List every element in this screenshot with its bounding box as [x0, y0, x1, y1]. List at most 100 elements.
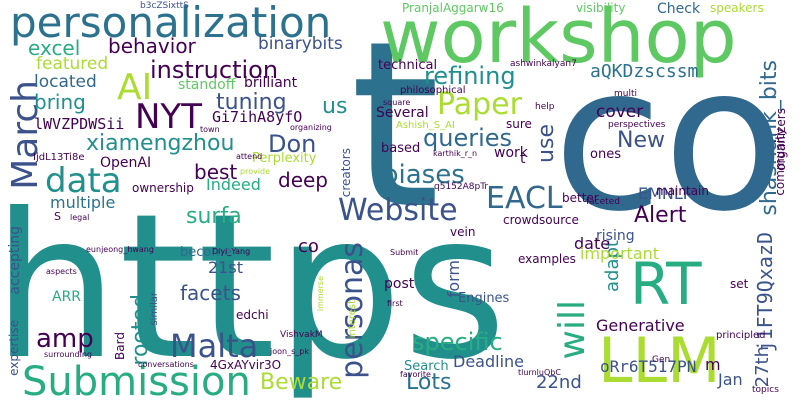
word-aqkdzscssm: aQKDzscssm: [590, 61, 699, 82]
word-deep: deep: [278, 168, 328, 192]
word-pranjalaggarw16: PranjalAggarw16: [402, 1, 504, 15]
word-malta: Malta: [170, 327, 259, 365]
word-date: date: [574, 234, 611, 253]
word-submission: Submission: [22, 359, 251, 400]
word-perplexity: Perplexity: [252, 151, 317, 166]
word-ijdl13ti8e: IjdL13Ti8e: [33, 152, 85, 163]
word-behavior: behavior: [108, 34, 196, 58]
word-data: data: [45, 161, 122, 201]
word-perspectives: perspectives: [608, 120, 666, 130]
word-vein: vein: [450, 225, 476, 239]
word-website: Website: [338, 193, 458, 228]
word-diyi-yang: Diyi_Yang: [212, 247, 251, 256]
word-deadline: Deadline: [453, 352, 524, 371]
word-alert: Alert: [634, 203, 687, 228]
word-generative: Generative: [596, 316, 685, 335]
word-jan: Jan: [718, 370, 743, 389]
word-vishvakm: VishvakM: [280, 330, 323, 340]
word-legal: legal: [70, 213, 90, 222]
word-t-small: t: [520, 151, 526, 167]
word-work: work: [494, 145, 528, 161]
word-square: square: [383, 98, 411, 107]
word-several: Several: [376, 105, 429, 121]
word-don: Don: [268, 130, 317, 158]
word-workshop: workshop: [380, 0, 737, 80]
word-s: S: [54, 210, 61, 223]
word-karthik-r-n: karthik_r_n: [433, 149, 478, 158]
word-best: best: [194, 160, 238, 184]
word-favorite: favorite: [400, 370, 431, 379]
word-multi: multi: [614, 89, 638, 99]
word-llm: LLM: [598, 324, 721, 397]
word-featured: featured: [36, 54, 109, 74]
word-refining: refining: [424, 62, 516, 90]
word-principled: principled: [716, 330, 766, 341]
word-facets: facets: [180, 281, 241, 305]
word-tlurnluqbc: tlurnluQbC: [518, 368, 561, 377]
word-ashish-s-ai: Ashish_S_AI: [396, 120, 455, 131]
word-binarybits: binarybits: [258, 34, 343, 54]
word-m: m: [705, 355, 721, 374]
word-eacl: EACL: [486, 181, 563, 216]
word-joon-s-pk: joon_s_pk: [270, 347, 309, 356]
word-engines: Engines: [458, 291, 510, 306]
word-rt: RT: [630, 250, 702, 318]
word-personalization: personalization: [10, 0, 332, 47]
word-similar: similar: [149, 292, 160, 326]
word-orr6t517pn: oRr6T517PN: [600, 357, 697, 376]
word-22nd: 22nd: [536, 372, 582, 393]
word-help: help: [535, 102, 555, 112]
word-https: https: [0, 171, 507, 400]
word-expertise: expertise: [7, 320, 21, 376]
word-ones: ones: [590, 147, 621, 162]
word-better: better: [562, 191, 599, 205]
word-tuning: tuning: [216, 90, 287, 115]
word-bard: Bard: [113, 332, 127, 360]
word-maintain: maintain: [656, 184, 709, 198]
word-important: important: [580, 244, 660, 263]
word-t: t: [350, 0, 441, 260]
word-eunjeong-hwang: eunjeong_hwang: [86, 245, 154, 254]
word-gen: Gen: [652, 355, 671, 365]
word-check: Check: [657, 1, 701, 17]
word-surfa: surfa: [186, 204, 242, 229]
word-ownership: ownership: [132, 181, 194, 195]
word-xiamengzhou: xiamengzhou: [86, 131, 235, 156]
word-ashwinkalyan7: ashwinkalyan7: [510, 59, 577, 69]
word-instruction: instruction: [150, 56, 279, 84]
word-philosophical: philosophical: [400, 85, 466, 96]
word-faceted: faceted: [586, 197, 620, 207]
word-amp: amp: [36, 324, 94, 354]
word-town: town: [200, 125, 220, 134]
word-accepting: accepting: [7, 226, 23, 295]
word-provide: provide: [240, 167, 271, 176]
word-will: will: [552, 300, 593, 360]
word-immerse: immerse: [316, 276, 325, 312]
word-queries: queries: [423, 124, 513, 152]
word-located: located: [34, 72, 97, 92]
word-cover: cover: [596, 102, 644, 122]
word-lwvzpdwsii: lWVZPDWSii: [34, 115, 125, 133]
word-21st: 21st: [208, 258, 243, 277]
word-standoff: standoff: [178, 77, 236, 93]
word-edchi: edchi: [236, 308, 269, 322]
word-lots: Lots: [406, 370, 452, 395]
word-sure: sure: [506, 117, 532, 131]
word-conversations: conversations: [138, 360, 194, 369]
word-rising: rising: [596, 228, 635, 244]
word-set: set: [730, 277, 749, 291]
word-use: use: [534, 124, 559, 163]
word-indeed: Indeed: [206, 175, 261, 194]
word-openai: OpenAI: [100, 155, 152, 171]
word-aspects: aspects: [46, 267, 77, 276]
word-bring: bring: [34, 90, 86, 114]
word-based: based: [381, 141, 421, 156]
word-surrounding: surrounding: [44, 350, 92, 359]
word-brilliant: brilliant: [244, 75, 298, 91]
word-gi7iha8yfo: Gi7ihA8yfO: [212, 108, 303, 126]
word-creators: creators: [339, 148, 353, 198]
word-organizers: organizers: [774, 108, 788, 171]
word-search: Search: [404, 359, 449, 374]
word-ai: AI: [117, 67, 153, 108]
